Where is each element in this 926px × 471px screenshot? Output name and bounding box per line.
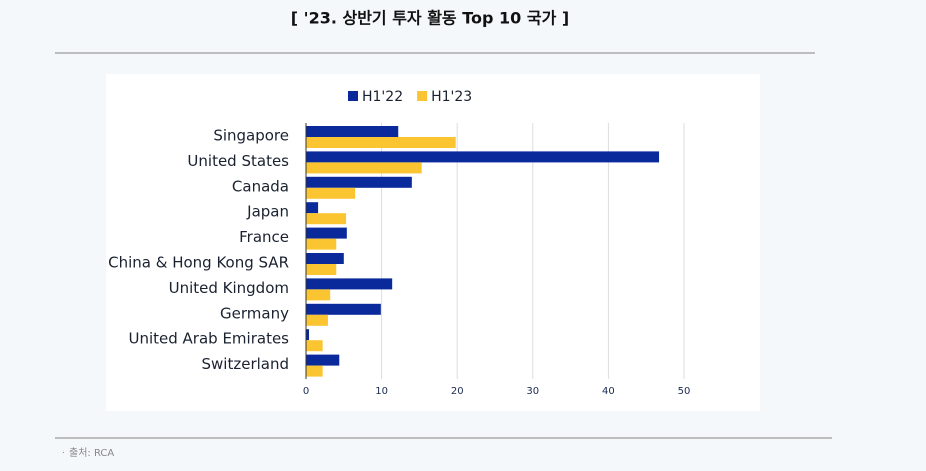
legend-label: H1'22 (362, 89, 403, 105)
chart-panel (106, 74, 760, 411)
bar (306, 126, 399, 137)
bar (306, 253, 344, 264)
bullet: · (62, 449, 65, 459)
bar (306, 303, 381, 315)
y-tick-label: Switzerland (202, 355, 290, 373)
bar (306, 340, 323, 352)
y-tick-label: United Kingdom (169, 279, 289, 297)
y-tick-label: United States (187, 152, 289, 170)
x-tick-label: 30 (526, 386, 539, 397)
y-tick-label: Singapore (213, 127, 289, 145)
bar (306, 227, 347, 239)
bar (306, 187, 356, 199)
bar (306, 354, 340, 366)
y-tick-label: Canada (232, 177, 289, 195)
x-tick-label: 40 (602, 386, 615, 397)
bar (306, 151, 660, 163)
y-tick-label: France (239, 228, 289, 246)
y-tick-label: United Arab Emirates (128, 330, 289, 348)
x-tick-label: 20 (451, 386, 464, 397)
bar (306, 176, 412, 188)
y-tick-label: Japan (246, 203, 289, 221)
bar (306, 289, 331, 301)
bar (306, 137, 456, 148)
bar (306, 162, 422, 174)
y-tick-label: China & Hong Kong SAR (108, 254, 289, 272)
bar (306, 213, 347, 225)
legend-label: H1'23 (431, 89, 472, 105)
chart-title: [ '23. 상반기 투자 활동 Top 10 국가 ] (291, 9, 569, 28)
x-tick-label: 10 (375, 386, 388, 397)
bar (306, 365, 323, 377)
bar (306, 314, 328, 326)
y-tick-label: Germany (220, 304, 289, 322)
source-note: 출처: RCA (69, 447, 114, 459)
bar (306, 278, 393, 290)
bar (306, 202, 319, 214)
legend-swatch (348, 91, 358, 101)
legend-swatch (417, 91, 428, 101)
x-tick-label: 50 (678, 386, 691, 397)
bar (306, 329, 310, 341)
bar (306, 264, 337, 275)
x-tick-label: 0 (303, 386, 309, 397)
bar (306, 238, 337, 250)
